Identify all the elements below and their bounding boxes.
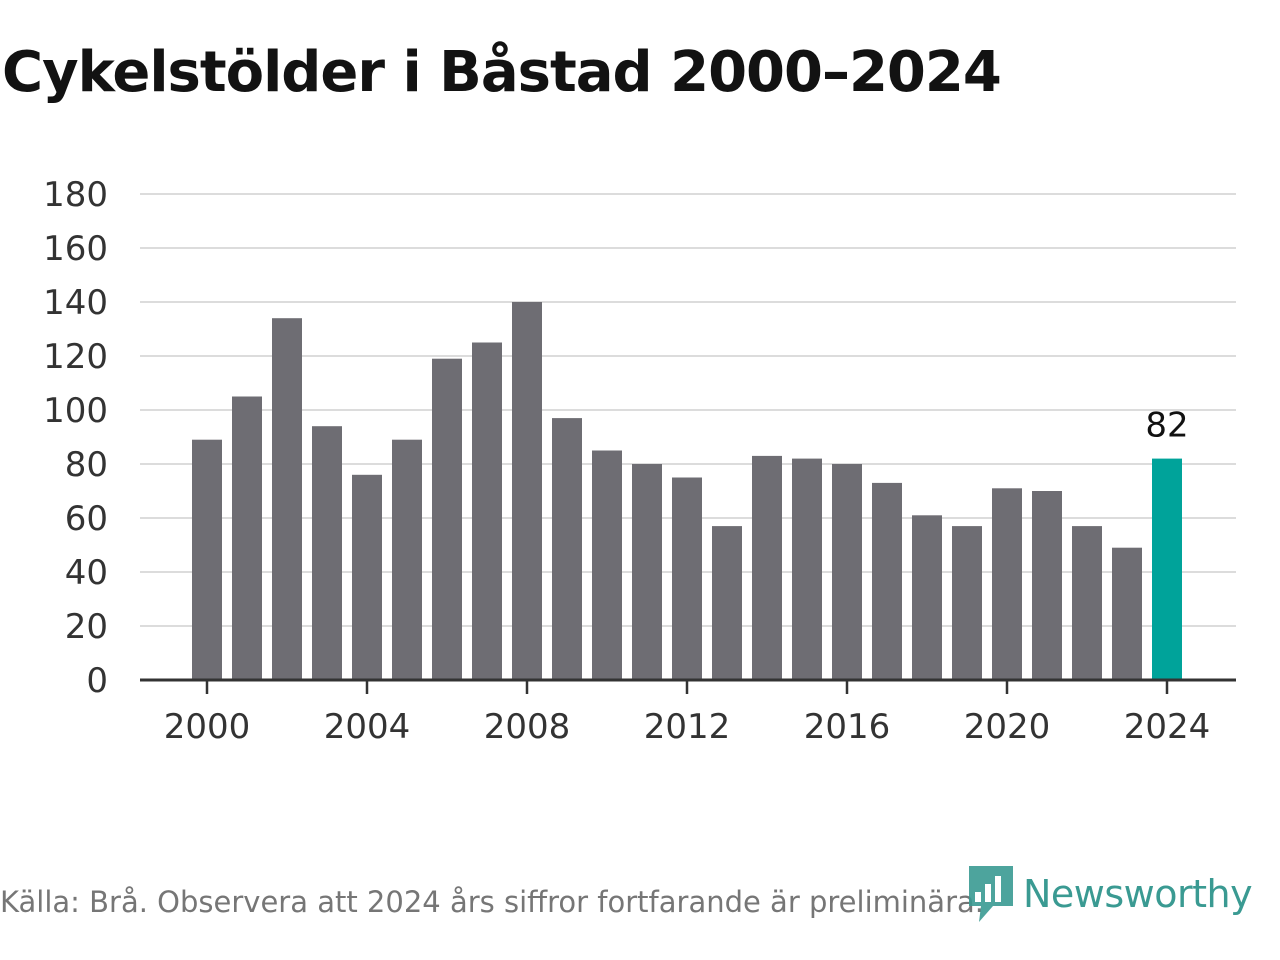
y-tick-label: 120	[43, 337, 108, 377]
bar-2013	[712, 526, 742, 680]
y-tick-label: 180	[43, 175, 108, 215]
bar-2024	[1152, 458, 1182, 680]
brand-logo: Newsworthy	[965, 862, 1253, 926]
bar-2020	[992, 488, 1022, 680]
y-tick-label: 40	[65, 553, 108, 593]
bar-2012	[672, 477, 702, 680]
bar-2007	[472, 342, 502, 680]
x-tick-label: 2012	[644, 707, 731, 747]
bar-2000	[192, 439, 222, 680]
bar-2015	[792, 458, 822, 680]
bar-2017	[872, 482, 902, 680]
x-tick-label: 2016	[804, 707, 891, 747]
bar-chart-logo-icon	[969, 866, 1013, 922]
bar-2019	[952, 526, 982, 680]
y-tick-label: 20	[65, 607, 108, 647]
bar-2011	[632, 464, 662, 680]
x-tick-label: 2024	[1124, 707, 1211, 747]
y-tick-label: 100	[43, 391, 108, 431]
bar-2022	[1072, 526, 1102, 680]
bar-2002	[272, 318, 302, 680]
bar-2010	[592, 450, 622, 680]
x-axis: 2000 2004 2008 2012 2016 2020 2024	[140, 678, 1236, 747]
bar-2005	[392, 439, 422, 680]
bar-2023	[1112, 547, 1142, 680]
data-labels: 82	[1145, 406, 1188, 446]
bar-2001	[232, 396, 262, 680]
x-tick-label: 2008	[484, 707, 571, 747]
bar-2014	[752, 455, 782, 680]
bar-2018	[912, 515, 942, 680]
brand-name: Newsworthy	[1023, 872, 1253, 916]
highlight-data-label: 82	[1145, 406, 1188, 446]
bar-2016	[832, 464, 862, 680]
chart-title: Cykelstölder i Båstad 2000–2024	[2, 40, 1002, 105]
y-tick-label: 160	[43, 229, 108, 269]
bars	[192, 302, 1182, 680]
x-tick-label: 2004	[324, 707, 411, 747]
bar-2008	[512, 302, 542, 680]
bar-2004	[352, 474, 382, 680]
source-note: Källa: Brå. Observera att 2024 års siffr…	[0, 885, 984, 919]
bar-2021	[1032, 491, 1062, 680]
y-tick-label: 0	[86, 661, 108, 701]
y-tick-label: 140	[43, 283, 108, 323]
x-tick-label: 2000	[164, 707, 251, 747]
bar-chart: 0 20 40 60 80 100 120 140 160 180 2000 2004 2008 201…	[43, 175, 1236, 747]
bar-2009	[552, 418, 582, 680]
y-tick-label: 80	[65, 445, 108, 485]
y-tick-label: 60	[65, 499, 108, 539]
y-axis-ticks: 0 20 40 60 80 100 120 140 160 180	[43, 175, 108, 701]
bar-2006	[432, 358, 462, 680]
x-tick-label: 2020	[964, 707, 1051, 747]
bar-2003	[312, 426, 342, 680]
